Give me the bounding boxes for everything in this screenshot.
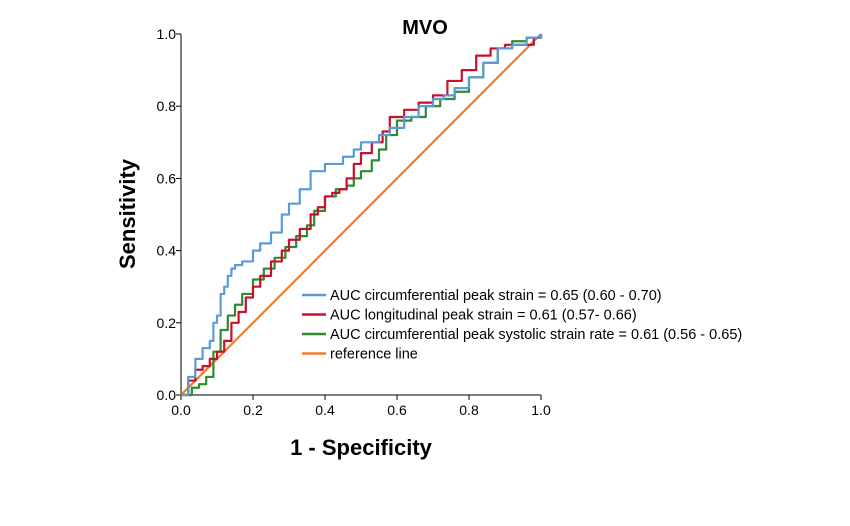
y-tick-label: 0.6	[157, 170, 177, 186]
y-tick-label: 0.4	[157, 243, 177, 259]
y-tick-label: 1.0	[157, 26, 177, 42]
legend-entry-0: AUC circumferential peak strain = 0.65 (…	[330, 288, 662, 304]
y-tick-label: 0.2	[157, 315, 177, 331]
series-line-3	[180, 33, 542, 396]
plot-area: 0.0 0.2 0.4 0.6 0.8 1.0 0.0 0.2 0.4 0.6 0.8 1.0	[157, 26, 551, 418]
y-axis-title: Sensitivity	[115, 158, 140, 269]
series-line-2	[181, 34, 543, 397]
legend: AUC circumferential peak strain = 0.65 (…	[302, 288, 742, 363]
x-ticks: 0.0 0.2 0.4 0.6 0.8 1.0	[171, 395, 551, 418]
x-tick-label: 0.6	[387, 402, 407, 418]
x-tick-label: 0.8	[459, 402, 479, 418]
y-ticks: 0.0 0.2 0.4 0.6 0.8 1.0	[157, 26, 181, 403]
legend-entry-1: AUC longitudinal peak strain = 0.61 (0.5…	[330, 308, 637, 324]
legend-entry-3: reference line	[330, 347, 418, 363]
series-line-0	[181, 34, 543, 397]
x-tick-label: 1.0	[531, 402, 551, 418]
x-tick-label: 0.4	[315, 402, 335, 418]
x-tick-label: 0.0	[171, 402, 191, 418]
legend-entry-2: AUC circumferential peak systolic strain…	[330, 327, 742, 343]
chart-title: MVO	[402, 17, 448, 39]
y-tick-label: 0.8	[157, 98, 177, 114]
series-layer	[180, 33, 543, 397]
x-axis-title: 1 - Specificity	[290, 435, 433, 460]
x-tick-label: 0.2	[243, 402, 263, 418]
y-tick-label: 0.0	[157, 387, 177, 403]
series-line-1	[181, 34, 543, 397]
